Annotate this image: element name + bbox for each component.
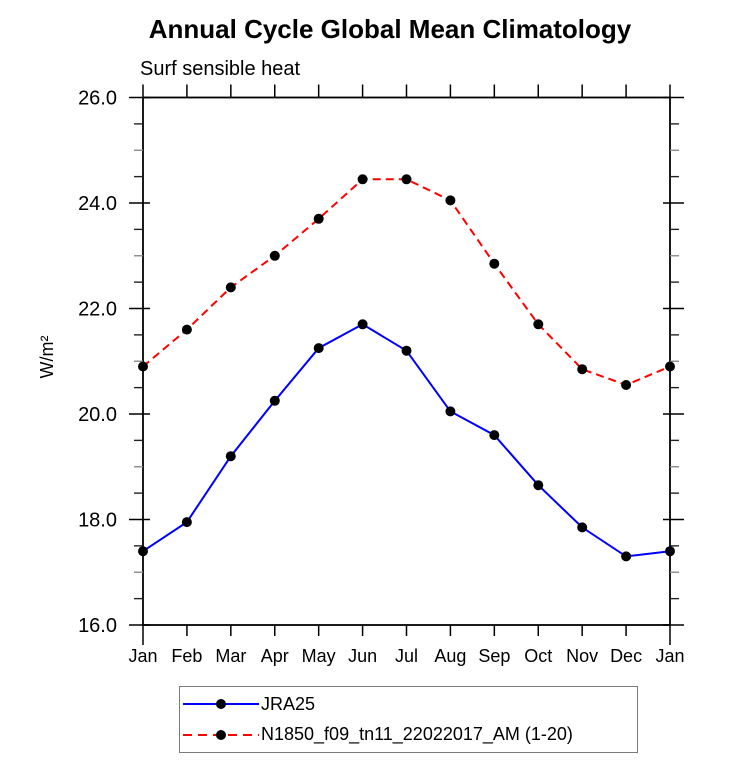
legend: JRA25 N1850_f09_tn11_22022017_AM (1-20)	[179, 686, 638, 753]
x-tick-label: Feb	[171, 646, 202, 666]
data-point-marker-1	[533, 319, 544, 330]
data-point-marker-0	[489, 430, 500, 441]
data-point-marker-1	[269, 250, 280, 261]
data-point-marker-0	[533, 480, 544, 491]
y-tick-label: 20.0	[78, 404, 117, 426]
legend-marker-dot-icon	[216, 729, 226, 740]
data-point-marker-1	[181, 324, 192, 335]
x-tick-label: Jun	[348, 646, 377, 666]
y-tick-label: 22.0	[78, 299, 117, 321]
legend-line-sample-solid	[183, 698, 259, 710]
data-point-marker-1	[225, 282, 236, 293]
x-tick-label: Aug	[434, 646, 466, 666]
x-tick-label: Jan	[655, 646, 684, 666]
x-tick-label: Oct	[524, 646, 552, 666]
data-point-marker-1	[577, 364, 588, 375]
y-tick-label: 24.0	[78, 193, 117, 215]
data-point-marker-1	[445, 195, 456, 206]
y-tick-label: 16.0	[78, 615, 117, 637]
legend-marker-dot-icon	[216, 699, 226, 710]
x-tick-label: Dec	[610, 646, 642, 666]
data-point-marker-0	[401, 345, 412, 356]
x-tick-label: Jul	[395, 646, 418, 666]
x-tick-label: Apr	[261, 646, 289, 666]
data-point-marker-0	[225, 451, 236, 462]
y-axis-title: W/m²	[37, 336, 57, 379]
legend-label-jra25: JRA25	[261, 693, 316, 714]
data-point-marker-1	[313, 213, 324, 224]
legend-item-jra25: JRA25	[183, 690, 637, 718]
x-tick-label: Nov	[566, 646, 598, 666]
data-point-marker-1	[357, 174, 368, 185]
x-tick-label: Jan	[128, 646, 157, 666]
data-point-marker-0	[138, 546, 148, 557]
y-tick-label: 26.0	[78, 88, 117, 110]
data-point-marker-0	[357, 319, 368, 330]
data-point-marker-0	[445, 406, 456, 417]
x-tick-label: Sep	[478, 646, 510, 666]
x-tick-label: May	[302, 646, 336, 666]
data-point-marker-0	[313, 343, 324, 354]
data-point-marker-0	[577, 522, 588, 533]
data-point-marker-1	[665, 361, 675, 372]
data-point-marker-0	[665, 546, 675, 557]
series-line-0	[142, 323, 671, 558]
data-point-marker-1	[138, 361, 148, 372]
data-point-marker-1	[621, 380, 632, 390]
data-point-marker-1	[489, 258, 500, 269]
y-tick-label: 18.0	[78, 510, 117, 532]
legend-label-n1850: N1850_f09_tn11_22022017_AM (1-20)	[261, 724, 573, 745]
data-point-marker-1	[401, 174, 412, 185]
data-point-marker-0	[269, 395, 280, 406]
data-point-marker-0	[181, 517, 192, 528]
chart-subtitle: Surf sensible heat	[140, 58, 301, 80]
x-tick-label: Mar	[215, 646, 246, 666]
data-point-marker-0	[621, 551, 632, 562]
legend-item-n1850: N1850_f09_tn11_22022017_AM (1-20)	[183, 721, 637, 749]
plot-area: Jan Feb Mar Apr May Jun Jul Aug Sep Oct Nov Dec Jan 1…	[37, 84, 685, 666]
chart-title: Annual Cycle Global Mean Climatology	[148, 14, 632, 44]
legend-line-sample-dashed	[183, 729, 259, 741]
